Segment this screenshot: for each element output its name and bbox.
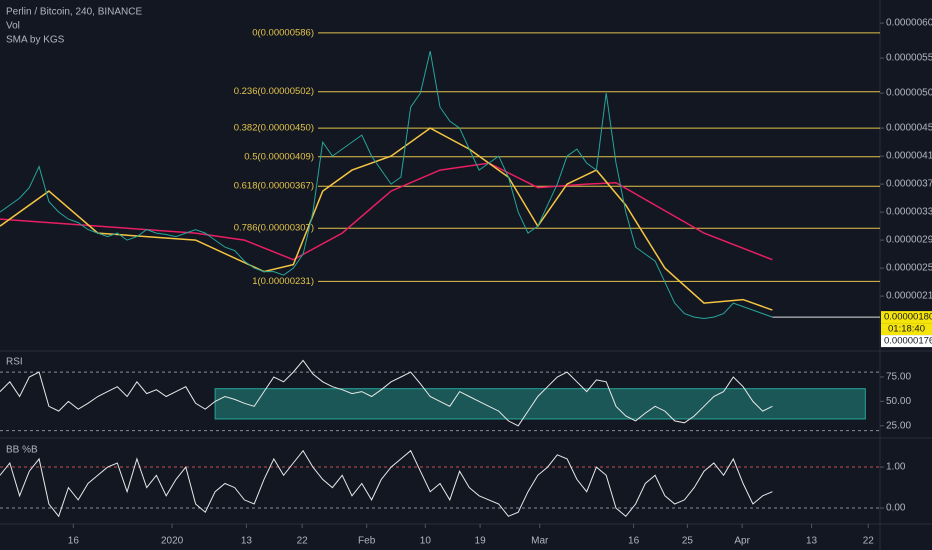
series-line [0, 50, 773, 320]
fib-label: 0.786(0.00000307) [234, 223, 314, 234]
fib-label: 0.236(0.00000502) [234, 86, 314, 97]
countdown-badge [881, 323, 932, 336]
low-badge [881, 335, 932, 348]
series-line [0, 359, 773, 427]
fib-label: 0.618(0.00000367) [234, 181, 314, 192]
legend-item: Vol [6, 21, 20, 32]
fib-label: 0.5(0.00000409) [244, 151, 314, 162]
low-badge-label: 0.00000176 [884, 336, 932, 347]
fib-label: 0.382(0.00000450) [234, 123, 314, 134]
price-badge-label: 0.00000180 [884, 312, 932, 323]
series-line [0, 449, 773, 518]
y-tick-label: 50.00 [886, 396, 911, 407]
x-tick-label: 16 [68, 536, 80, 547]
x-tick-label: 19 [475, 536, 487, 547]
panel-title: BB %B [6, 445, 38, 456]
x-tick-label: 22 [297, 536, 309, 547]
fib-label: 0(0.00000586) [252, 27, 314, 38]
x-tick-label: 16 [628, 536, 640, 547]
x-tick-label: Mar [531, 536, 549, 547]
countdown-label: 01:18:40 [888, 324, 925, 335]
x-tick-label: 25 [682, 536, 694, 547]
x-tick-label: 2020 [161, 536, 184, 547]
x-tick-label: 13 [806, 536, 818, 547]
sma-line [0, 127, 773, 311]
y-tick-label: 1.00 [886, 462, 906, 473]
x-tick-label: Apr [734, 536, 750, 547]
price-badge [881, 311, 932, 324]
x-tick-label: 10 [420, 536, 432, 547]
x-tick-label: 13 [241, 536, 253, 547]
chart-title: Perlin / Bitcoin, 240, BINANCE [6, 7, 142, 18]
rsi-box [214, 388, 866, 420]
y-tick-label: 75.00 [886, 372, 911, 383]
y-tick-label: 0.00000450 [886, 123, 932, 134]
x-tick-label: 22 [863, 536, 875, 547]
legend-item: SMA by KGS [6, 35, 65, 46]
y-tick-label: 0.00 [886, 503, 906, 514]
y-tick-label: 25.00 [886, 420, 911, 431]
fib-label: 1(0.00000231) [252, 276, 314, 287]
x-tick-label: Feb [358, 536, 376, 547]
panel-title: RSI [6, 357, 23, 368]
sma-line [0, 162, 773, 261]
